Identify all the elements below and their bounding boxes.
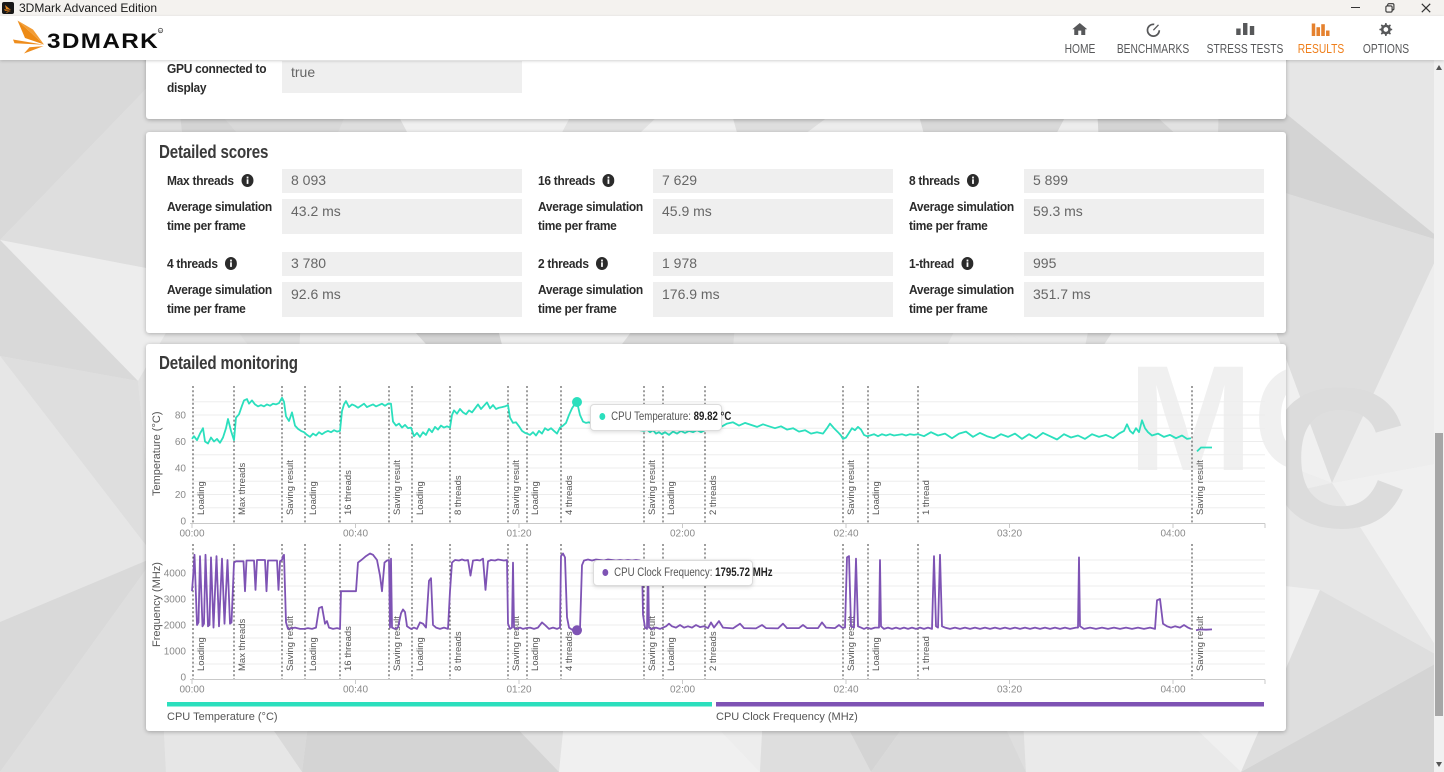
- svg-text:Saving result: Saving result: [392, 616, 403, 671]
- svg-text:40: 40: [175, 464, 187, 475]
- svg-text:4000: 4000: [164, 569, 187, 580]
- svg-text:Loading: Loading: [415, 481, 426, 515]
- svg-text:02:00: 02:00: [670, 529, 695, 540]
- svg-text:16 threads: 16 threads: [343, 626, 354, 671]
- svg-text:20: 20: [175, 490, 187, 501]
- svg-text:Saving result: Saving result: [285, 460, 296, 515]
- svg-text:C: C: [1264, 347, 1408, 570]
- svg-text:Loading: Loading: [530, 481, 541, 515]
- svg-text:Loading: Loading: [196, 637, 207, 671]
- svg-text:3DMARK: 3DMARK: [47, 28, 159, 52]
- svg-text:2 threads: 2 threads: [708, 475, 719, 515]
- svg-text:Loading: Loading: [871, 637, 882, 671]
- svg-text:03:20: 03:20: [997, 529, 1022, 540]
- svg-text:Saving result: Saving result: [1195, 616, 1206, 671]
- svg-text:00:40: 00:40: [343, 529, 368, 540]
- svg-text:Saving result: Saving result: [1195, 460, 1206, 515]
- svg-text:04:00: 04:00: [1160, 685, 1185, 696]
- svg-text:Loading: Loading: [308, 637, 319, 671]
- svg-text:Saving result: Saving result: [647, 616, 658, 671]
- svg-text:Loading: Loading: [871, 481, 882, 515]
- svg-text:3000: 3000: [164, 595, 187, 606]
- svg-text:Temperature (°C): Temperature (°C): [151, 412, 163, 496]
- svg-text:2000: 2000: [164, 621, 187, 632]
- svg-text:R: R: [159, 29, 162, 34]
- svg-text:Saving result: Saving result: [846, 460, 857, 515]
- svg-text:60: 60: [175, 437, 187, 448]
- svg-text:1000: 1000: [164, 647, 187, 658]
- svg-text:Loading: Loading: [308, 481, 319, 515]
- svg-text:02:40: 02:40: [833, 529, 858, 540]
- svg-text:01:20: 01:20: [506, 529, 531, 540]
- svg-text:Loading: Loading: [196, 481, 207, 515]
- svg-text:03:20: 03:20: [997, 685, 1022, 696]
- svg-text:CPU Clock Frequency (MHz): CPU Clock Frequency (MHz): [716, 711, 858, 723]
- svg-text:Max threads: Max threads: [237, 462, 248, 515]
- svg-text:Frequency (MHz): Frequency (MHz): [151, 562, 163, 647]
- svg-text:04:00: 04:00: [1160, 529, 1185, 540]
- svg-text:0: 0: [180, 517, 186, 528]
- svg-text:Saving result: Saving result: [511, 460, 522, 515]
- svg-text:Saving result: Saving result: [846, 616, 857, 671]
- svg-text:00:00: 00:00: [179, 685, 204, 696]
- svg-text:Loading: Loading: [530, 637, 541, 671]
- svg-text:16 threads: 16 threads: [343, 470, 354, 515]
- svg-text:8 threads: 8 threads: [453, 631, 464, 671]
- svg-text:MC: MC: [1128, 344, 1286, 502]
- svg-text:0: 0: [180, 673, 186, 684]
- svg-text:80: 80: [175, 411, 187, 422]
- svg-text:02:00: 02:00: [670, 685, 695, 696]
- svg-text:Saving result: Saving result: [392, 460, 403, 515]
- svg-text:Saving result: Saving result: [285, 616, 296, 671]
- svg-text:00:40: 00:40: [343, 685, 368, 696]
- svg-text:Loading: Loading: [666, 637, 677, 671]
- svg-text:1 thread: 1 thread: [921, 480, 932, 515]
- svg-text:2 threads: 2 threads: [708, 631, 719, 671]
- svg-text:CPU Temperature (°C): CPU Temperature (°C): [167, 711, 278, 723]
- svg-text:Max threads: Max threads: [237, 618, 248, 671]
- svg-text:01:20: 01:20: [506, 685, 531, 696]
- svg-text:02:40: 02:40: [833, 685, 858, 696]
- svg-text:1 thread: 1 thread: [921, 636, 932, 671]
- svg-text:Saving result: Saving result: [647, 460, 658, 515]
- svg-text:00:00: 00:00: [179, 529, 204, 540]
- svg-text:Loading: Loading: [666, 481, 677, 515]
- svg-text:Saving result: Saving result: [511, 616, 522, 671]
- svg-text:Loading: Loading: [415, 637, 426, 671]
- svg-text:8 threads: 8 threads: [453, 475, 464, 515]
- svg-text:4 threads: 4 threads: [564, 475, 575, 515]
- svg-text:4 threads: 4 threads: [564, 631, 575, 671]
